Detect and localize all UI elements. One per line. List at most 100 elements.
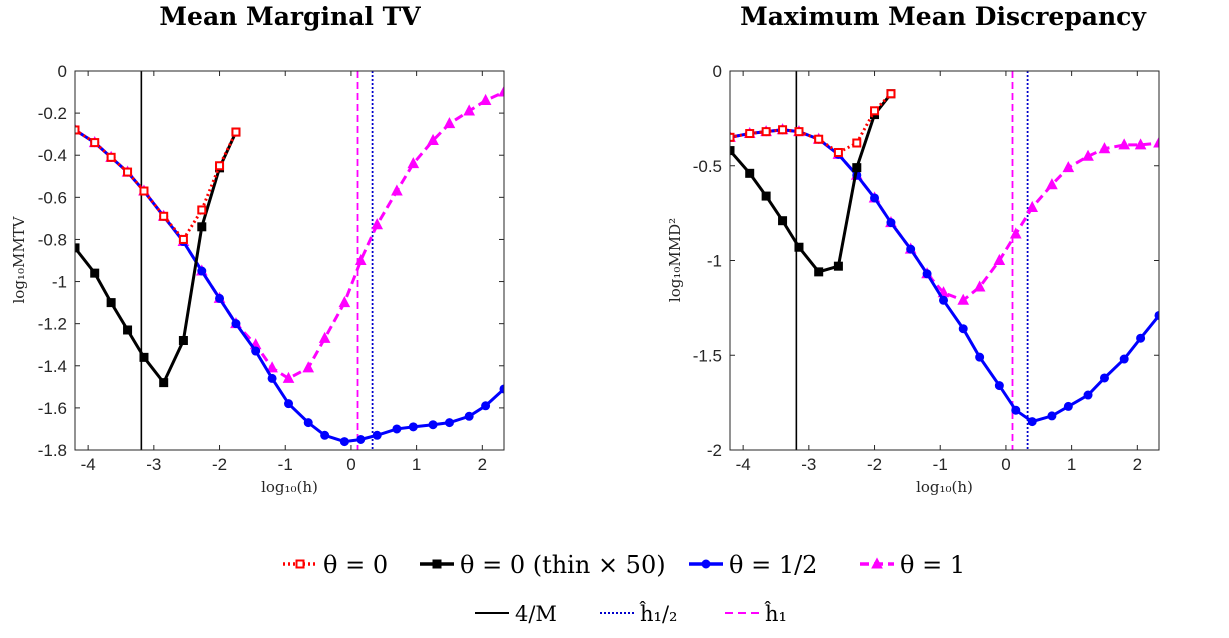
series-theta1	[730, 123, 1159, 305]
data-point-theta1	[427, 133, 439, 145]
data-point-theta1	[266, 361, 278, 373]
y-tick-label: -1	[52, 273, 67, 292]
legend-label: ĥ₁/₂	[639, 602, 677, 626]
data-point-thetahalf	[444, 418, 454, 428]
legend-label: θ = 1	[900, 551, 965, 579]
legend-swatch-marker	[871, 557, 883, 569]
chart-mmd: Maximum Mean Discrepancy -4 -3 -2 -1 0 1 2 0 -0.5…	[666, 2, 1160, 496]
data-point-thetahalf	[1136, 333, 1146, 343]
x-tick-label: -3	[801, 455, 816, 474]
data-point-theta0thin	[75, 243, 80, 253]
legend-label: 4/M	[515, 602, 557, 626]
y-tick-label: -1.5	[693, 346, 722, 365]
x-tick-label: 1	[1067, 455, 1076, 474]
legend-label: ĥ₁	[764, 602, 787, 626]
chart-title: Mean Marginal TV	[159, 2, 421, 31]
data-point-thetahalf	[251, 346, 261, 356]
data-point-theta1	[1098, 142, 1111, 154]
x-tick-label: 0	[346, 455, 355, 474]
chart-mmtv: Mean Marginal TV -4 -3 -2 -1 0 1 2 0 -0.2 -0.4 -0.6…	[10, 2, 505, 496]
data-point-thetahalf	[1083, 390, 1093, 400]
legend-item-fourM: 4/M	[475, 602, 557, 626]
data-point-theta1	[282, 371, 295, 383]
data-point-theta0	[90, 138, 100, 148]
data-point-theta0	[852, 138, 862, 148]
data-point-theta0thin	[778, 216, 788, 226]
data-point-theta1	[371, 218, 384, 230]
data-point-theta1	[338, 296, 351, 308]
data-point-theta1	[479, 93, 492, 105]
data-point-theta1	[1134, 138, 1147, 150]
legend-swatch-marker	[432, 559, 442, 569]
data-point-thetahalf	[320, 430, 330, 440]
data-point-thetahalf	[197, 266, 207, 276]
legend-item-thetahalf: θ = 1/2	[689, 551, 817, 579]
data-point-thetahalf	[303, 418, 313, 428]
data-point-thetahalf	[215, 293, 225, 303]
legend-swatch-marker	[295, 559, 305, 569]
legend-item-hhalf: ĥ₁/₂	[600, 602, 677, 626]
data-point-theta0	[178, 234, 188, 244]
data-point-theta0thin	[90, 268, 100, 278]
x-tick-label: 0	[1001, 455, 1010, 474]
data-point-thetahalf	[958, 324, 968, 334]
data-point-theta0	[833, 147, 843, 157]
data-point-theta0	[886, 89, 896, 99]
x-tick-label: -1	[278, 455, 293, 474]
data-point-theta0	[794, 127, 804, 137]
data-point-theta1	[973, 280, 986, 292]
x-tick-label: -1	[933, 455, 948, 474]
data-point-thetahalf	[231, 319, 241, 329]
data-point-thetahalf	[267, 373, 277, 383]
data-point-theta1	[302, 361, 315, 373]
data-point-thetahalf	[975, 352, 985, 362]
series-theta1	[75, 85, 504, 383]
data-point-thetahalf	[1047, 411, 1057, 421]
data-point-theta0	[215, 161, 225, 171]
data-point-theta1	[318, 331, 331, 343]
data-point-theta1	[463, 104, 476, 116]
data-point-thetahalf	[356, 434, 366, 444]
series-line-theta0thin	[75, 131, 238, 386]
data-point-thetahalf	[994, 381, 1004, 391]
data-point-thetahalf	[870, 193, 880, 203]
series-thetahalf	[730, 125, 1159, 427]
plot-area	[730, 71, 1159, 450]
data-point-thetahalf	[886, 218, 896, 228]
axes-box	[729, 70, 1160, 451]
data-point-theta0	[231, 127, 241, 137]
data-point-thetahalf	[428, 420, 438, 430]
x-tick-label: 2	[1133, 455, 1142, 474]
x-tick-label: -3	[146, 455, 161, 474]
y-tick-label: 0	[58, 62, 67, 81]
plot-area	[75, 71, 504, 450]
y-tick-label: -1.8	[38, 441, 67, 460]
data-point-thetahalf	[1011, 405, 1021, 415]
data-point-theta0	[123, 167, 133, 177]
data-point-theta1	[354, 253, 367, 265]
legend-swatch-marker	[701, 559, 711, 569]
data-point-theta0	[745, 129, 755, 139]
data-point-theta1	[1153, 136, 1159, 148]
x-axis-label: log₁₀(h)	[261, 478, 318, 496]
y-tick-label: -2	[707, 441, 722, 460]
data-point-thetahalf	[1119, 354, 1129, 364]
data-point-theta0thin	[852, 163, 862, 173]
x-tick-label: -4	[81, 455, 96, 474]
x-tick-label: -4	[736, 455, 751, 474]
series-line-thetahalf	[730, 128, 1159, 424]
data-point-thetahalf	[464, 411, 474, 421]
axes-box	[74, 70, 505, 451]
y-tick-label: -0.8	[38, 230, 67, 249]
data-point-theta1	[993, 253, 1006, 265]
legend-item-hone: ĥ₁	[725, 602, 787, 626]
data-point-theta0thin	[159, 378, 169, 388]
data-point-theta0	[870, 106, 880, 116]
data-point-thetahalf	[922, 269, 932, 279]
data-point-theta0	[106, 152, 116, 162]
legend-item-theta1: θ = 1	[860, 551, 965, 579]
x-axis-label: log₁₀(h)	[916, 478, 973, 496]
x-tick-label: 1	[412, 455, 421, 474]
y-axis-label: log₁₀MMD²	[666, 218, 684, 302]
